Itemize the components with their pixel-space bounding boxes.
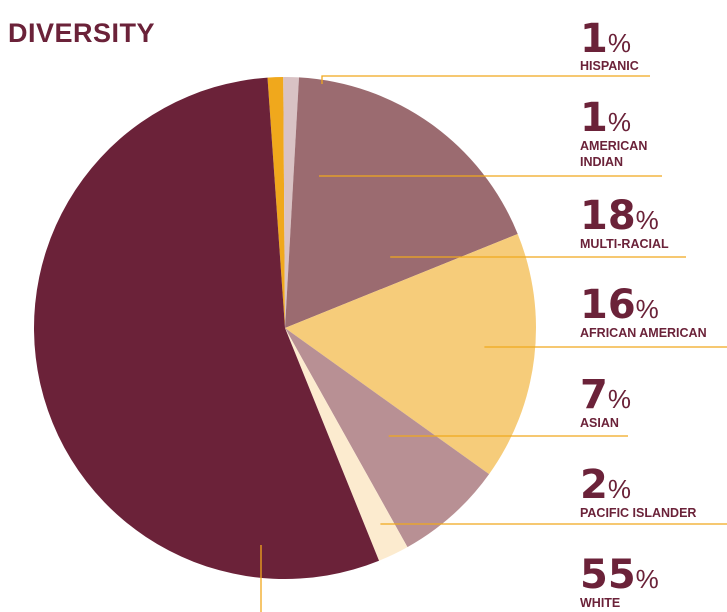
leader-line-hispanic [321,75,650,84]
percent-label-african-american: 16% [580,282,659,328]
category-label-hispanic: HISPANIC [580,59,639,73]
percent-label-white: 55% [580,552,659,598]
category-label-multi-racial: MULTI-RACIAL [580,237,669,251]
category-label-pacific-islander: PACIFIC ISLANDER [580,506,696,520]
category-label-american-indian-line-1: AMERICAN [580,139,647,153]
category-label-american-indian-line-2: INDIAN [580,155,623,169]
percent-label-pacific-islander: 2% [580,462,631,508]
pie-slice-white [33,77,380,579]
pie-slice-multi-racial [285,77,518,328]
pie-slice-pacific-islander [285,328,408,561]
category-label-white: WHITE [580,596,620,610]
category-label-asian: ASIAN [580,416,619,430]
percent-label-asian: 7% [580,372,631,418]
percent-label-american-indian: 1% [580,95,631,141]
pie-slice-african-american [285,233,536,475]
chart-title: DIVERSITY [8,18,156,48]
pie-slice-hispanic [267,77,285,328]
percent-label-multi-racial: 18% [580,193,659,239]
pie-slice-asian [285,328,490,548]
category-label-african-american: AFRICAN AMERICAN [580,326,707,340]
percent-label-hispanic: 1% [580,16,631,62]
pie-slice-american-indian [283,77,300,328]
